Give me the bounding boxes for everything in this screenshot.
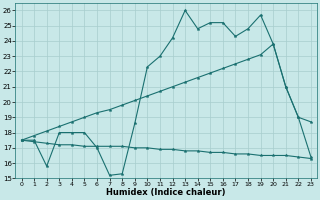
X-axis label: Humidex (Indice chaleur): Humidex (Indice chaleur) (107, 188, 226, 197)
